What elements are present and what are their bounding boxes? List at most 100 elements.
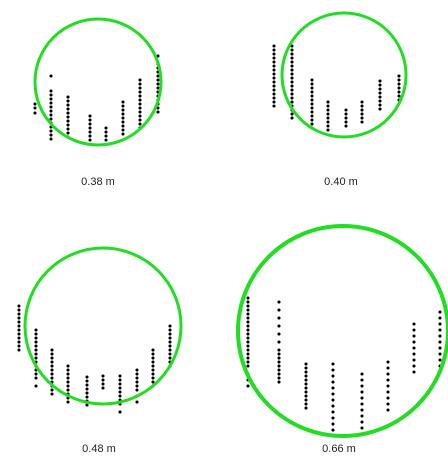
- measurement-point: [246, 332, 250, 336]
- measurement-point: [66, 384, 70, 388]
- measurement-point: [138, 114, 142, 118]
- measurement-point: [378, 95, 382, 99]
- measurement-point: [290, 100, 294, 104]
- measurement-point: [246, 340, 250, 344]
- measurement-point: [151, 360, 155, 364]
- measurement-point: [49, 113, 53, 117]
- measurement-point: [326, 100, 330, 104]
- measurement-point: [438, 352, 442, 356]
- measurement-point: [118, 378, 122, 382]
- measurement-point: [118, 382, 122, 386]
- measurement-point: [246, 352, 250, 356]
- measurement-point: [304, 398, 308, 402]
- measurement-point: [304, 374, 308, 378]
- measurement-point: [17, 320, 21, 324]
- measurement-point: [50, 376, 54, 380]
- measurement-point: [290, 92, 294, 96]
- measurement-point: [246, 364, 250, 368]
- measurement-point: [104, 126, 108, 130]
- measurement-point: [246, 356, 250, 360]
- measurement-point: [104, 134, 108, 138]
- measurement-point: [326, 128, 330, 132]
- measurement-point: [310, 106, 314, 110]
- measurement-point: [304, 370, 308, 374]
- measurement-point: [138, 102, 142, 106]
- measurement-point: [304, 406, 308, 410]
- measurement-point: [101, 382, 105, 386]
- measurement-point: [277, 348, 281, 352]
- measurement-point: [310, 86, 314, 90]
- measurement-point: [50, 356, 54, 360]
- measurement-point: [277, 352, 281, 356]
- measurement-point: [121, 116, 125, 120]
- measurement-point: [85, 395, 89, 399]
- measurement-point: [49, 74, 53, 78]
- measurement-point: [310, 78, 314, 82]
- measurement-point: [168, 336, 172, 340]
- measurement-point: [246, 328, 250, 332]
- measurement-point: [304, 366, 308, 370]
- measurement-point: [360, 108, 364, 112]
- measurement-point: [101, 374, 105, 378]
- measurement-point: [386, 396, 390, 400]
- measurement-point: [121, 112, 125, 116]
- measurement-point: [49, 93, 53, 97]
- measurement-point: [344, 112, 348, 116]
- measurement-point: [272, 76, 276, 80]
- panel-0-38m: [33, 17, 163, 147]
- measurement-point: [331, 362, 335, 366]
- measurement-point: [66, 364, 70, 368]
- measurement-point: [277, 368, 281, 372]
- measurement-point: [49, 101, 53, 105]
- measurement-point: [33, 111, 37, 115]
- measurement-point: [304, 382, 308, 386]
- measurement-point: [156, 110, 160, 114]
- measurement-point: [168, 328, 172, 332]
- measurement-point: [290, 52, 294, 56]
- measurement-point: [34, 328, 38, 332]
- caption-0-38m: 0.38 m: [81, 176, 115, 188]
- measurement-point: [310, 82, 314, 86]
- measurement-point: [310, 94, 314, 98]
- measurement-point: [326, 108, 330, 112]
- measurement-point: [17, 308, 21, 312]
- measurement-point: [151, 356, 155, 360]
- measurement-point: [66, 380, 70, 384]
- measurement-point: [151, 368, 155, 372]
- measurement-point: [277, 332, 281, 336]
- measurement-point: [412, 352, 416, 356]
- measurement-point: [246, 384, 250, 388]
- measurement-point: [378, 99, 382, 103]
- measurement-point: [272, 44, 276, 48]
- measurement-point: [135, 368, 139, 372]
- measurement-point: [66, 127, 70, 131]
- measurement-point: [360, 116, 364, 120]
- measurement-point: [277, 300, 281, 304]
- measurement-point: [360, 378, 364, 382]
- fitted-circle: [33, 17, 163, 147]
- measurement-point: [277, 324, 281, 328]
- measurement-point: [438, 316, 442, 320]
- measurement-point: [272, 72, 276, 76]
- measurement-point: [121, 104, 125, 108]
- measurement-point: [138, 94, 142, 98]
- measurement-point: [360, 408, 364, 412]
- measurement-point: [304, 394, 308, 398]
- measurement-point: [88, 126, 92, 130]
- measurement-point: [378, 79, 382, 83]
- measurement-point: [272, 104, 276, 108]
- measurement-point: [397, 78, 401, 82]
- measurement-point: [49, 117, 53, 121]
- measurement-point: [168, 340, 172, 344]
- measurement-point: [246, 316, 250, 320]
- measurement-point: [138, 82, 142, 86]
- measurement-point: [34, 344, 38, 348]
- measurement-point: [272, 80, 276, 84]
- measurement-point: [66, 95, 70, 99]
- measurement-point: [66, 376, 70, 380]
- measurement-point: [310, 102, 314, 106]
- measurement-point: [66, 115, 70, 119]
- measurement-point: [138, 86, 142, 90]
- measurement-point: [34, 336, 38, 340]
- measurement-point: [33, 102, 37, 106]
